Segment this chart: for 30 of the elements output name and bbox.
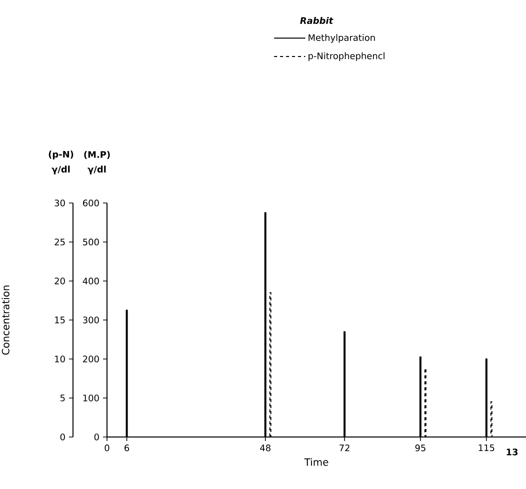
x-axis-title: Time <box>304 458 328 466</box>
y-axis-title: Concentration <box>2 286 10 355</box>
y2-tick-label: 100 <box>83 394 99 402</box>
text: γ/dl <box>52 166 70 174</box>
y2-tick-label: 0 <box>94 434 99 440</box>
x-tick-label: 72 <box>340 444 350 452</box>
x-tick-label: 48 <box>260 444 270 452</box>
y-tick-label: 30 <box>54 200 65 206</box>
text: (p-N) <box>48 150 74 160</box>
y2-tick-label: 500 <box>83 238 99 246</box>
y-tick-label: 5 <box>60 394 65 402</box>
legend-title: Rabbit <box>300 17 334 24</box>
legend-label: Methylparation <box>308 34 375 43</box>
y2-tick-label: 600 <box>83 200 99 206</box>
x-tick-label: 95 <box>415 444 426 452</box>
x-tick-label: 0 <box>104 444 110 452</box>
y2-tick-label: 400 <box>82 278 99 284</box>
y2-tick-label: 200 <box>83 356 99 362</box>
x-tick-label: 6 <box>124 444 130 452</box>
legend-label: p-Nitrophephencl <box>308 52 384 61</box>
text: γ/dl <box>88 166 106 174</box>
text: (M.P) <box>84 151 110 159</box>
y-tick-label: 15 <box>55 316 65 324</box>
text: 13 <box>506 448 518 456</box>
y-tick-label: 0 <box>60 434 65 440</box>
y-tick-label: 25 <box>54 238 65 246</box>
y2-tick-label: 300 <box>83 316 99 324</box>
x-tick-label: 115 <box>478 444 494 452</box>
y-tick-label: 20 <box>54 278 65 284</box>
y-tick-label: 10 <box>55 356 65 362</box>
